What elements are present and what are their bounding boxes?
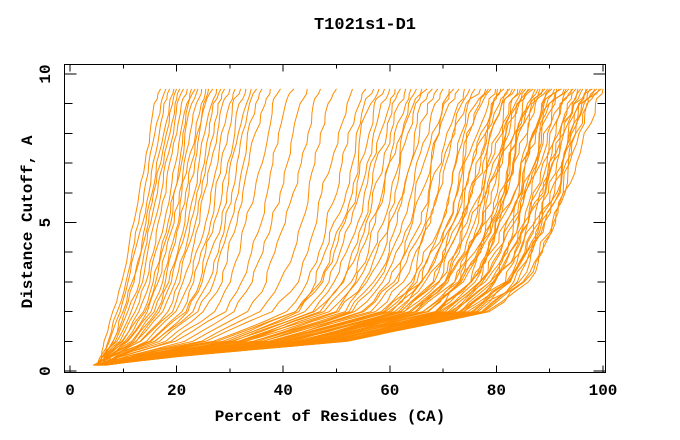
y-axis-ticks bbox=[64, 73, 606, 372]
model-curve bbox=[103, 88, 167, 366]
model-curve bbox=[95, 88, 203, 366]
model-curve bbox=[105, 88, 231, 366]
model-curve bbox=[96, 88, 263, 366]
x-tick-label: 100 bbox=[589, 382, 618, 400]
y-tick-label: 0 bbox=[37, 366, 55, 376]
model-curve bbox=[106, 88, 412, 366]
model-curve bbox=[102, 88, 196, 366]
model-curve bbox=[103, 88, 271, 366]
model-curve bbox=[96, 88, 171, 366]
model-curve bbox=[100, 88, 460, 366]
model-curve bbox=[96, 88, 236, 366]
model-curve bbox=[103, 88, 519, 366]
model-curve bbox=[101, 88, 337, 366]
y-tick-label: 10 bbox=[37, 64, 55, 83]
model-curve bbox=[96, 88, 604, 366]
model-curve bbox=[94, 88, 222, 366]
model-curve bbox=[102, 88, 281, 366]
y-tick-label: 5 bbox=[37, 218, 55, 228]
model-curve bbox=[99, 88, 295, 366]
model-curve bbox=[98, 88, 582, 366]
model-curve bbox=[102, 88, 247, 366]
x-axis-label: Percent of Residues (CA) bbox=[215, 408, 445, 426]
model-curve bbox=[95, 88, 181, 366]
y-axis-label: Distance Cutoff, A bbox=[19, 135, 37, 308]
model-curve bbox=[98, 88, 380, 366]
model-curve bbox=[105, 88, 428, 366]
curves-group bbox=[93, 88, 604, 366]
plot-border bbox=[64, 64, 606, 373]
x-axis-ticks bbox=[69, 64, 604, 373]
x-tick-label: 60 bbox=[380, 382, 399, 400]
x-tick-label: 80 bbox=[487, 382, 506, 400]
model-curve bbox=[100, 88, 207, 366]
model-curve bbox=[101, 88, 192, 366]
model-curve bbox=[104, 88, 184, 366]
model-curve bbox=[102, 88, 188, 366]
model-curve bbox=[96, 88, 321, 366]
x-tick-labels: 0 20 40 60 80 100 bbox=[65, 382, 617, 400]
model-curve bbox=[95, 88, 178, 366]
model-curve bbox=[104, 88, 391, 366]
x-tick-label: 40 bbox=[274, 382, 293, 400]
model-curve bbox=[96, 88, 308, 366]
x-tick-label: 0 bbox=[65, 382, 75, 400]
model-curve bbox=[105, 88, 353, 366]
x-tick-label: 20 bbox=[167, 382, 186, 400]
model-curve bbox=[95, 88, 508, 366]
model-curve bbox=[97, 88, 439, 366]
chart-title: T1021s1-D1 bbox=[314, 16, 416, 35]
model-curve bbox=[95, 88, 242, 366]
model-curve bbox=[98, 88, 375, 366]
y-tick-labels: 0 5 10 bbox=[37, 64, 55, 375]
model-curve bbox=[93, 88, 214, 366]
model-curve bbox=[99, 88, 162, 366]
model-curve bbox=[102, 88, 210, 366]
model-curve bbox=[105, 88, 258, 366]
model-curve bbox=[95, 88, 367, 366]
